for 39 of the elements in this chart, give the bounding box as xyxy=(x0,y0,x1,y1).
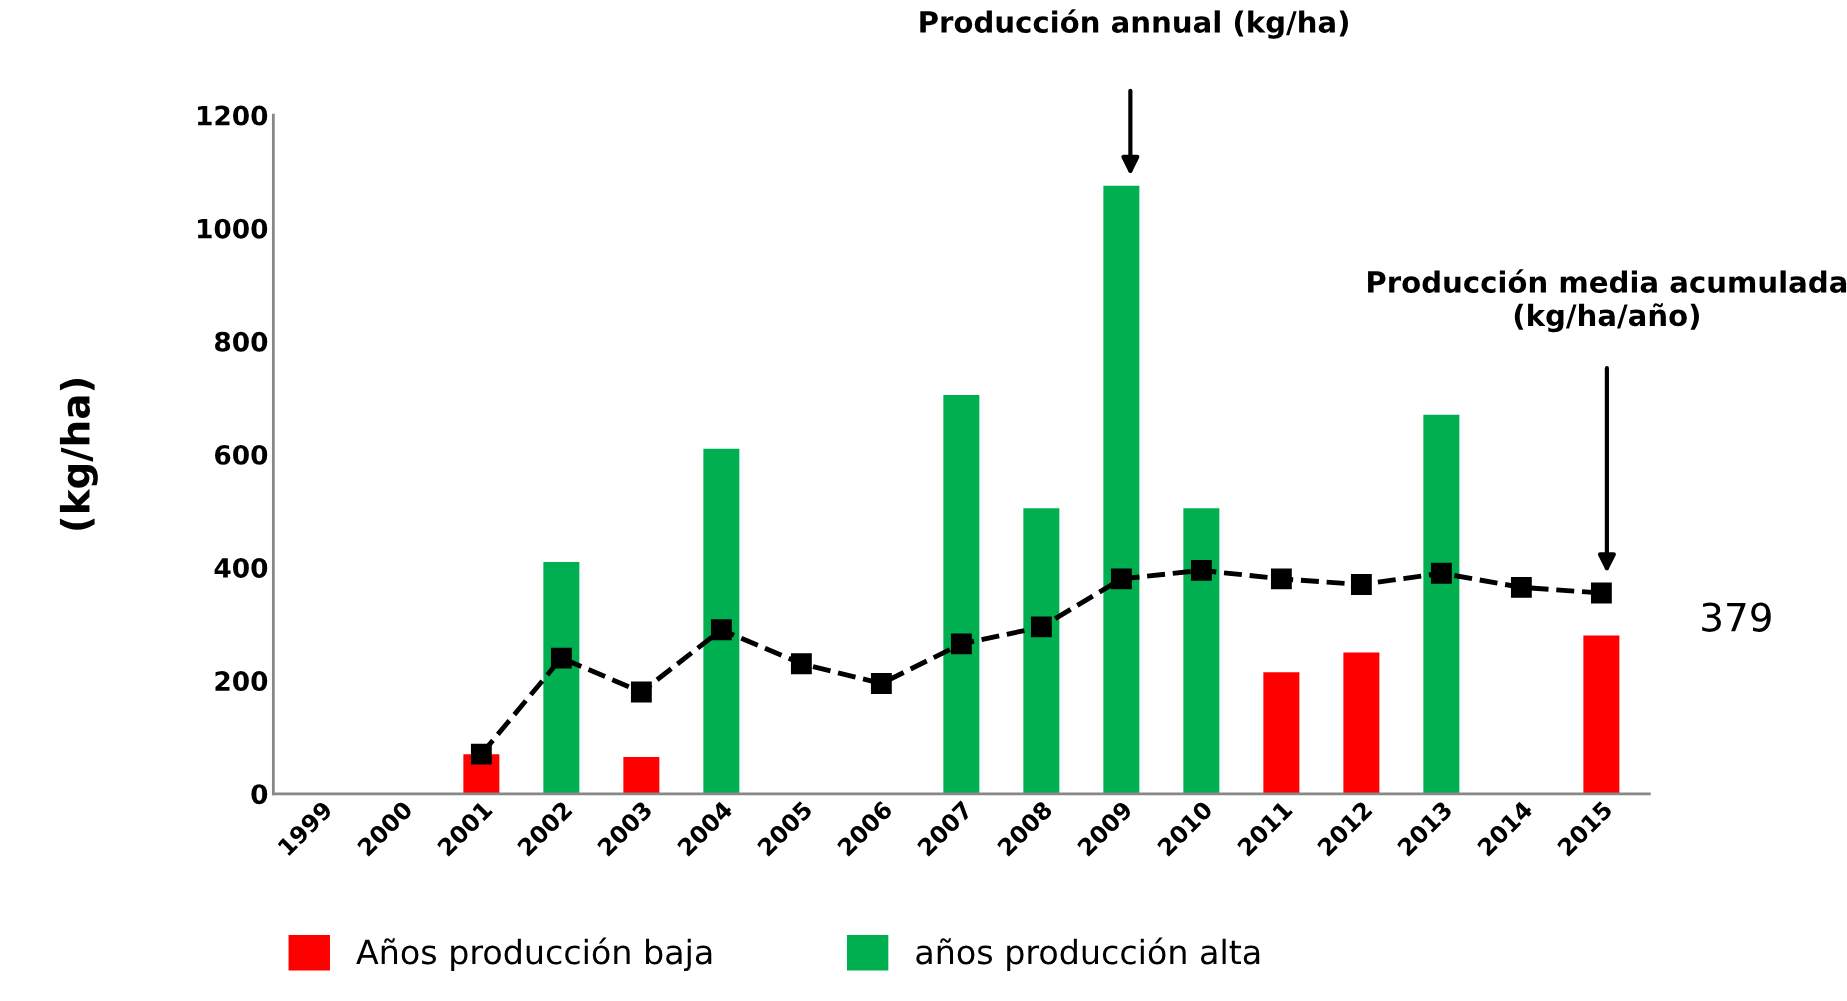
y-tick-label: 1200 xyxy=(198,105,268,126)
bar xyxy=(703,448,740,794)
point xyxy=(870,673,892,694)
point xyxy=(1350,574,1372,595)
point xyxy=(630,681,652,703)
text: Producción annual (kg/ha) xyxy=(920,9,1348,39)
y-axis-title: (kg/ha) xyxy=(59,379,98,530)
y-tick-label: 1000 xyxy=(198,218,268,239)
bar xyxy=(1343,652,1380,794)
point xyxy=(1590,582,1612,604)
legend-label: Años producción baja xyxy=(356,937,712,971)
y-tick-label: 200 xyxy=(215,671,268,692)
y-tick-label: 800 xyxy=(215,331,268,352)
point xyxy=(1270,568,1292,590)
bar xyxy=(943,395,980,794)
point xyxy=(1510,576,1532,598)
point xyxy=(1030,616,1052,638)
point xyxy=(1430,562,1452,584)
legend-label: años producción alta xyxy=(916,937,1260,971)
point xyxy=(790,653,812,675)
y-tick-label: 600 xyxy=(215,444,268,465)
bar xyxy=(1263,672,1300,794)
point xyxy=(1190,559,1212,581)
bar xyxy=(1183,508,1220,794)
text: 379 xyxy=(1702,602,1771,632)
y-tick-label: 400 xyxy=(214,558,268,578)
bar xyxy=(543,561,580,794)
bar xyxy=(1023,508,1060,794)
point xyxy=(1110,568,1132,590)
bar xyxy=(1583,635,1620,794)
annotation: Producción media acumulada (kg/ha/año) xyxy=(1368,269,1847,333)
bar xyxy=(1423,414,1460,794)
point xyxy=(470,743,492,765)
point xyxy=(550,647,572,669)
bar xyxy=(1103,185,1140,794)
bar xyxy=(623,757,660,794)
point xyxy=(710,619,732,641)
y-tick-label: 0 xyxy=(251,784,268,805)
point xyxy=(950,633,972,655)
